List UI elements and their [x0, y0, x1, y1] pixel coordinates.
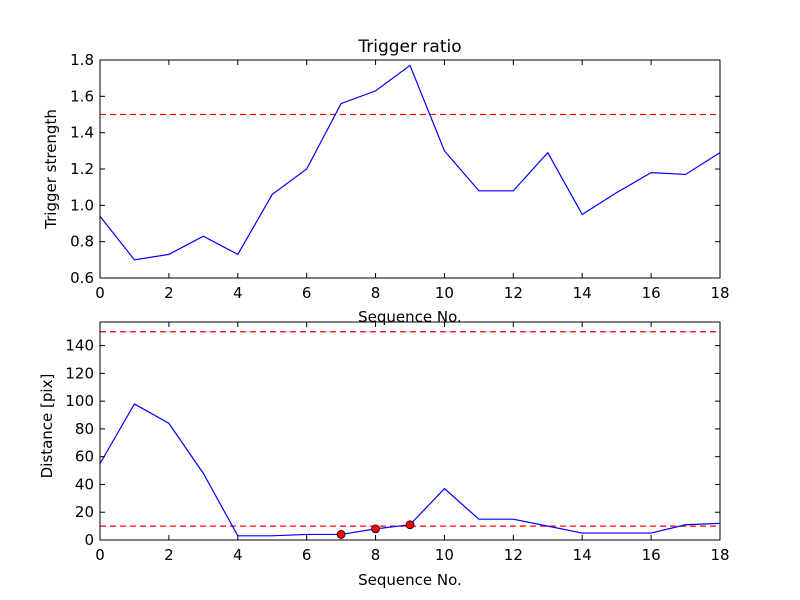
x-tick-label: 14	[573, 546, 592, 564]
y-tick-label: 120	[65, 364, 94, 382]
y-tick-label: 100	[65, 392, 94, 410]
x-tick-label: 4	[233, 546, 243, 564]
series-line	[99, 64, 721, 261]
x-tick-label: 0	[95, 546, 105, 564]
x-tick-label: 10	[435, 284, 454, 302]
x-tick-label: 16	[642, 284, 661, 302]
chart-title: Trigger ratio	[357, 37, 461, 57]
trigger-ratio-panel: Trigger ratio Sequence No. Trigger stren…	[42, 37, 730, 326]
x-tick-label: 4	[233, 284, 243, 302]
x-tick-label: 12	[504, 546, 523, 564]
x-axis-label: Sequence No.	[358, 308, 462, 326]
x-tick-label: 12	[504, 284, 523, 302]
data-point-marker	[405, 520, 415, 530]
y-axis-label: Distance [pix]	[38, 374, 56, 479]
x-tick-label: 18	[710, 284, 729, 302]
y-tick-label: 0.6	[70, 269, 94, 287]
x-tick-label: 0	[95, 284, 105, 302]
x-tick-label: 6	[302, 546, 312, 564]
y-tick-label: 1.8	[70, 51, 94, 69]
distance-panel: Sequence No. Distance [pix] 0 2 4 6 8 10 12 14 1…	[38, 321, 730, 589]
x-tick-label: 2	[164, 284, 174, 302]
y-tick-label: 0.8	[70, 233, 94, 251]
x-tick-label: 2	[164, 546, 174, 564]
y-tick-label: 140	[65, 337, 94, 355]
x-tick-label: 6	[302, 284, 312, 302]
x-tick-label: 10	[435, 546, 454, 564]
x-tick-label: 16	[642, 546, 661, 564]
x-tick-label: 8	[371, 284, 381, 302]
plot-frame	[99, 321, 721, 541]
x-tick-label: 14	[573, 284, 592, 302]
y-tick-label: 1.2	[70, 160, 94, 178]
y-axis-label: Trigger strength	[42, 109, 60, 230]
y-tick-label: 1.6	[70, 87, 94, 105]
y-tick-label: 1.4	[70, 124, 94, 142]
x-tick-label: 18	[710, 546, 729, 564]
x-tick-label: 8	[371, 546, 381, 564]
y-tick-label: 60	[75, 448, 94, 466]
y-tick-label: 20	[75, 503, 94, 521]
data-point-marker	[371, 524, 380, 534]
data-point-marker	[336, 530, 346, 539]
y-tick-label: 40	[75, 475, 94, 493]
y-tick-label: 80	[75, 420, 94, 438]
y-tick-label: 1.0	[70, 196, 94, 214]
x-axis-label: Sequence No.	[358, 571, 462, 589]
y-tick-label: 0	[84, 531, 94, 549]
